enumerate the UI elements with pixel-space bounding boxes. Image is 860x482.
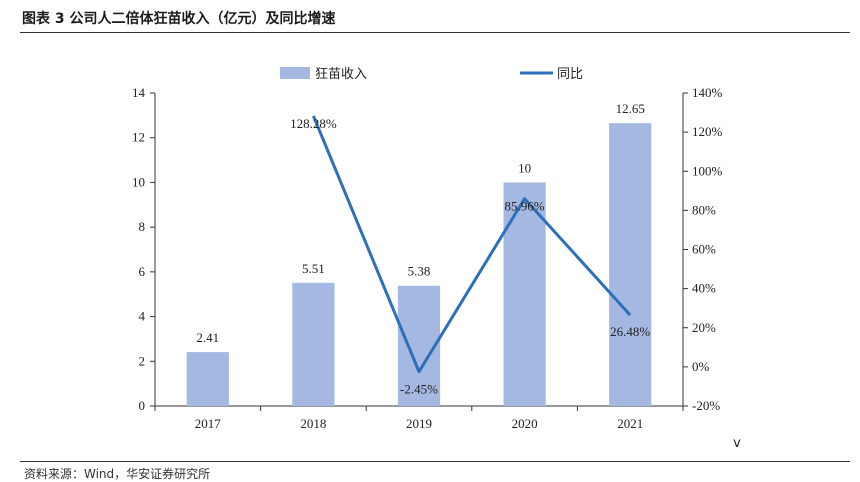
line-label-2021: 26.48% — [610, 324, 650, 339]
line-label-2019: -2.45% — [400, 382, 438, 397]
left-tick-label: 0 — [139, 398, 146, 413]
chart-axes: 0 2 4 6 8 10 12 14 -20% 0% 20% 40% 60% 80% 100% 120% 140… — [132, 85, 723, 413]
title-rule — [20, 32, 850, 33]
stray-mark: v — [733, 436, 741, 451]
left-tick-label: 10 — [132, 174, 145, 189]
legend-bar-label: 狂苗收入 — [315, 67, 367, 82]
bar-label-2019: 5.38 — [408, 264, 431, 279]
x-label-2018: 2018 — [300, 416, 326, 431]
revenue-growth-chart: 狂苗收入 同比 0 2 4 6 8 10 12 14 -20% 0% 20% 40% 60% 80% 100%… — [132, 67, 741, 451]
figure-title: 图表 3 公司人二倍体狂苗收入（亿元）及同比增速 — [22, 11, 336, 27]
left-tick-label: 8 — [139, 219, 146, 234]
bar-label-2018: 5.51 — [302, 261, 325, 276]
legend-bar-swatch — [280, 67, 310, 79]
x-tick-labels: 2017 2018 2019 2020 2021 — [195, 416, 643, 431]
chart-misc: v — [733, 436, 741, 451]
line-series — [312, 115, 632, 374]
bar-2018 — [292, 282, 335, 406]
bar-label-2020: 10 — [518, 160, 531, 175]
left-tick-label: 4 — [139, 309, 146, 324]
left-tick-label: 14 — [132, 85, 146, 100]
line-label-2020: 85.96% — [505, 199, 545, 214]
x-label-2020: 2020 — [512, 416, 538, 431]
bar-series — [186, 123, 652, 407]
x-label-2021: 2021 — [617, 416, 643, 431]
line-label-2018: 128.28% — [290, 116, 337, 131]
right-tick-label: 40% — [692, 281, 716, 296]
right-tick-label: 120% — [692, 124, 723, 139]
right-tick-label: 0% — [692, 359, 710, 374]
growth-line — [312, 115, 632, 374]
left-tick-label: 2 — [139, 353, 146, 368]
right-tick-label: 20% — [692, 320, 716, 335]
left-tick-label: 6 — [139, 264, 146, 279]
line-data-labels: 128.28% -2.45% 85.96% 26.48% — [290, 116, 650, 397]
source-note: 资料来源：Wind，华安证券研究所 — [24, 467, 211, 481]
right-tick-label: 100% — [692, 163, 723, 178]
legend-line-label: 同比 — [557, 67, 583, 82]
x-label-2017: 2017 — [195, 416, 222, 431]
bar-label-2017: 2.41 — [196, 330, 219, 345]
footer-rule — [20, 461, 850, 462]
right-tick-label: 140% — [692, 85, 723, 100]
chart-legend: 狂苗收入 同比 — [280, 67, 583, 82]
x-label-2019: 2019 — [406, 416, 432, 431]
left-tick-label: 12 — [132, 130, 145, 145]
right-tick-label: -20% — [692, 398, 720, 413]
bar-label-2021: 12.65 — [616, 101, 645, 116]
right-tick-label: 80% — [692, 202, 716, 217]
right-tick-label: 60% — [692, 242, 716, 257]
bar-data-labels: 2.41 5.51 5.38 10 12.65 — [196, 101, 644, 345]
bar-2021 — [609, 123, 652, 407]
bar-2017 — [186, 352, 229, 406]
